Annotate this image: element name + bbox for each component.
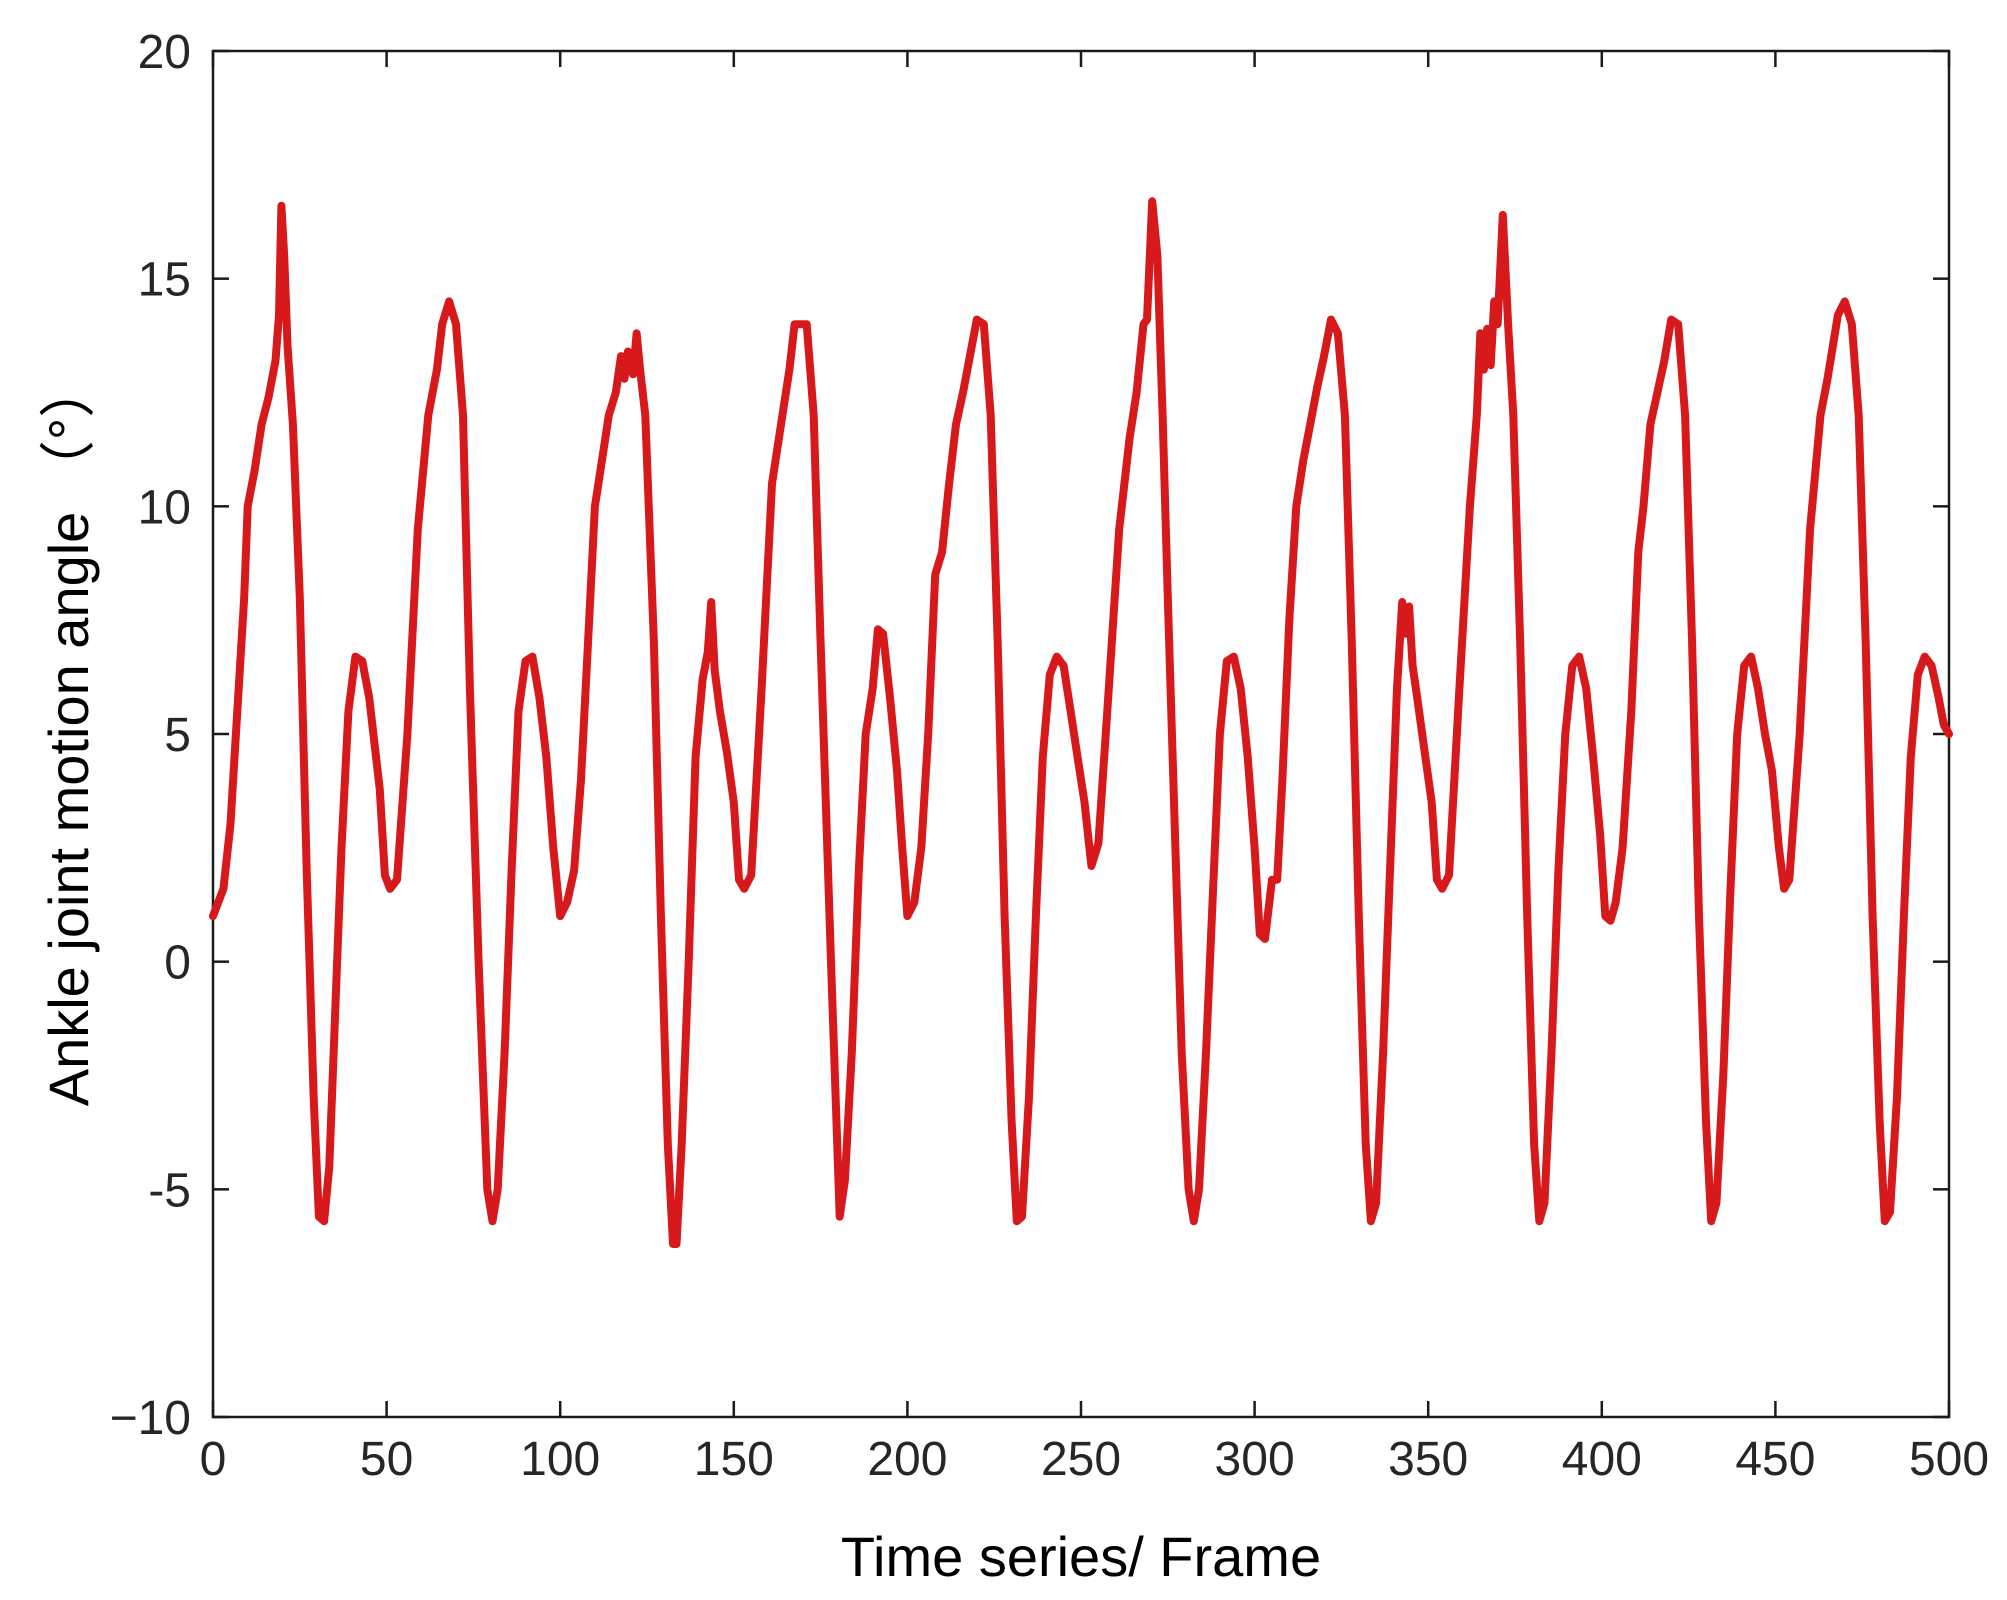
y-tick-label: 5	[164, 709, 191, 762]
x-tick-label: 300	[1215, 1433, 1295, 1486]
y-tick-label: 0	[164, 937, 191, 990]
y-tick-label: −10	[110, 1392, 191, 1445]
plot-area: 0 50 100 150 200 250 300 350 400 450 500 −10 -5 0 5 10…	[110, 26, 1989, 1486]
x-tick-label: 200	[867, 1433, 947, 1486]
y-axis-title: Ankle joint motion angle （°）	[37, 362, 100, 1107]
y-tick-label: 15	[138, 254, 191, 307]
x-axis-title: Time series/ Frame	[841, 1525, 1321, 1588]
x-tick-label: 450	[1735, 1433, 1815, 1486]
x-tick-label: 350	[1388, 1433, 1468, 1486]
x-tick-label: 0	[200, 1433, 227, 1486]
y-axis: −10 -5 0 5 10 15 20	[110, 26, 1949, 1445]
x-tick-label: 400	[1562, 1433, 1642, 1486]
x-tick-label: 150	[694, 1433, 774, 1486]
y-tick-label: 20	[138, 26, 191, 79]
x-tick-label: 50	[360, 1433, 413, 1486]
x-tick-label: 250	[1041, 1433, 1121, 1486]
series-line-ankle-angle	[209, 197, 1953, 1248]
x-tick-label: 500	[1909, 1433, 1989, 1486]
x-tick-label: 100	[520, 1433, 600, 1486]
y-tick-label: 10	[138, 481, 191, 534]
x-axis: 0 50 100 150 200 250 300 350 400 450 500	[200, 51, 1989, 1486]
y-tick-label: -5	[148, 1164, 191, 1217]
